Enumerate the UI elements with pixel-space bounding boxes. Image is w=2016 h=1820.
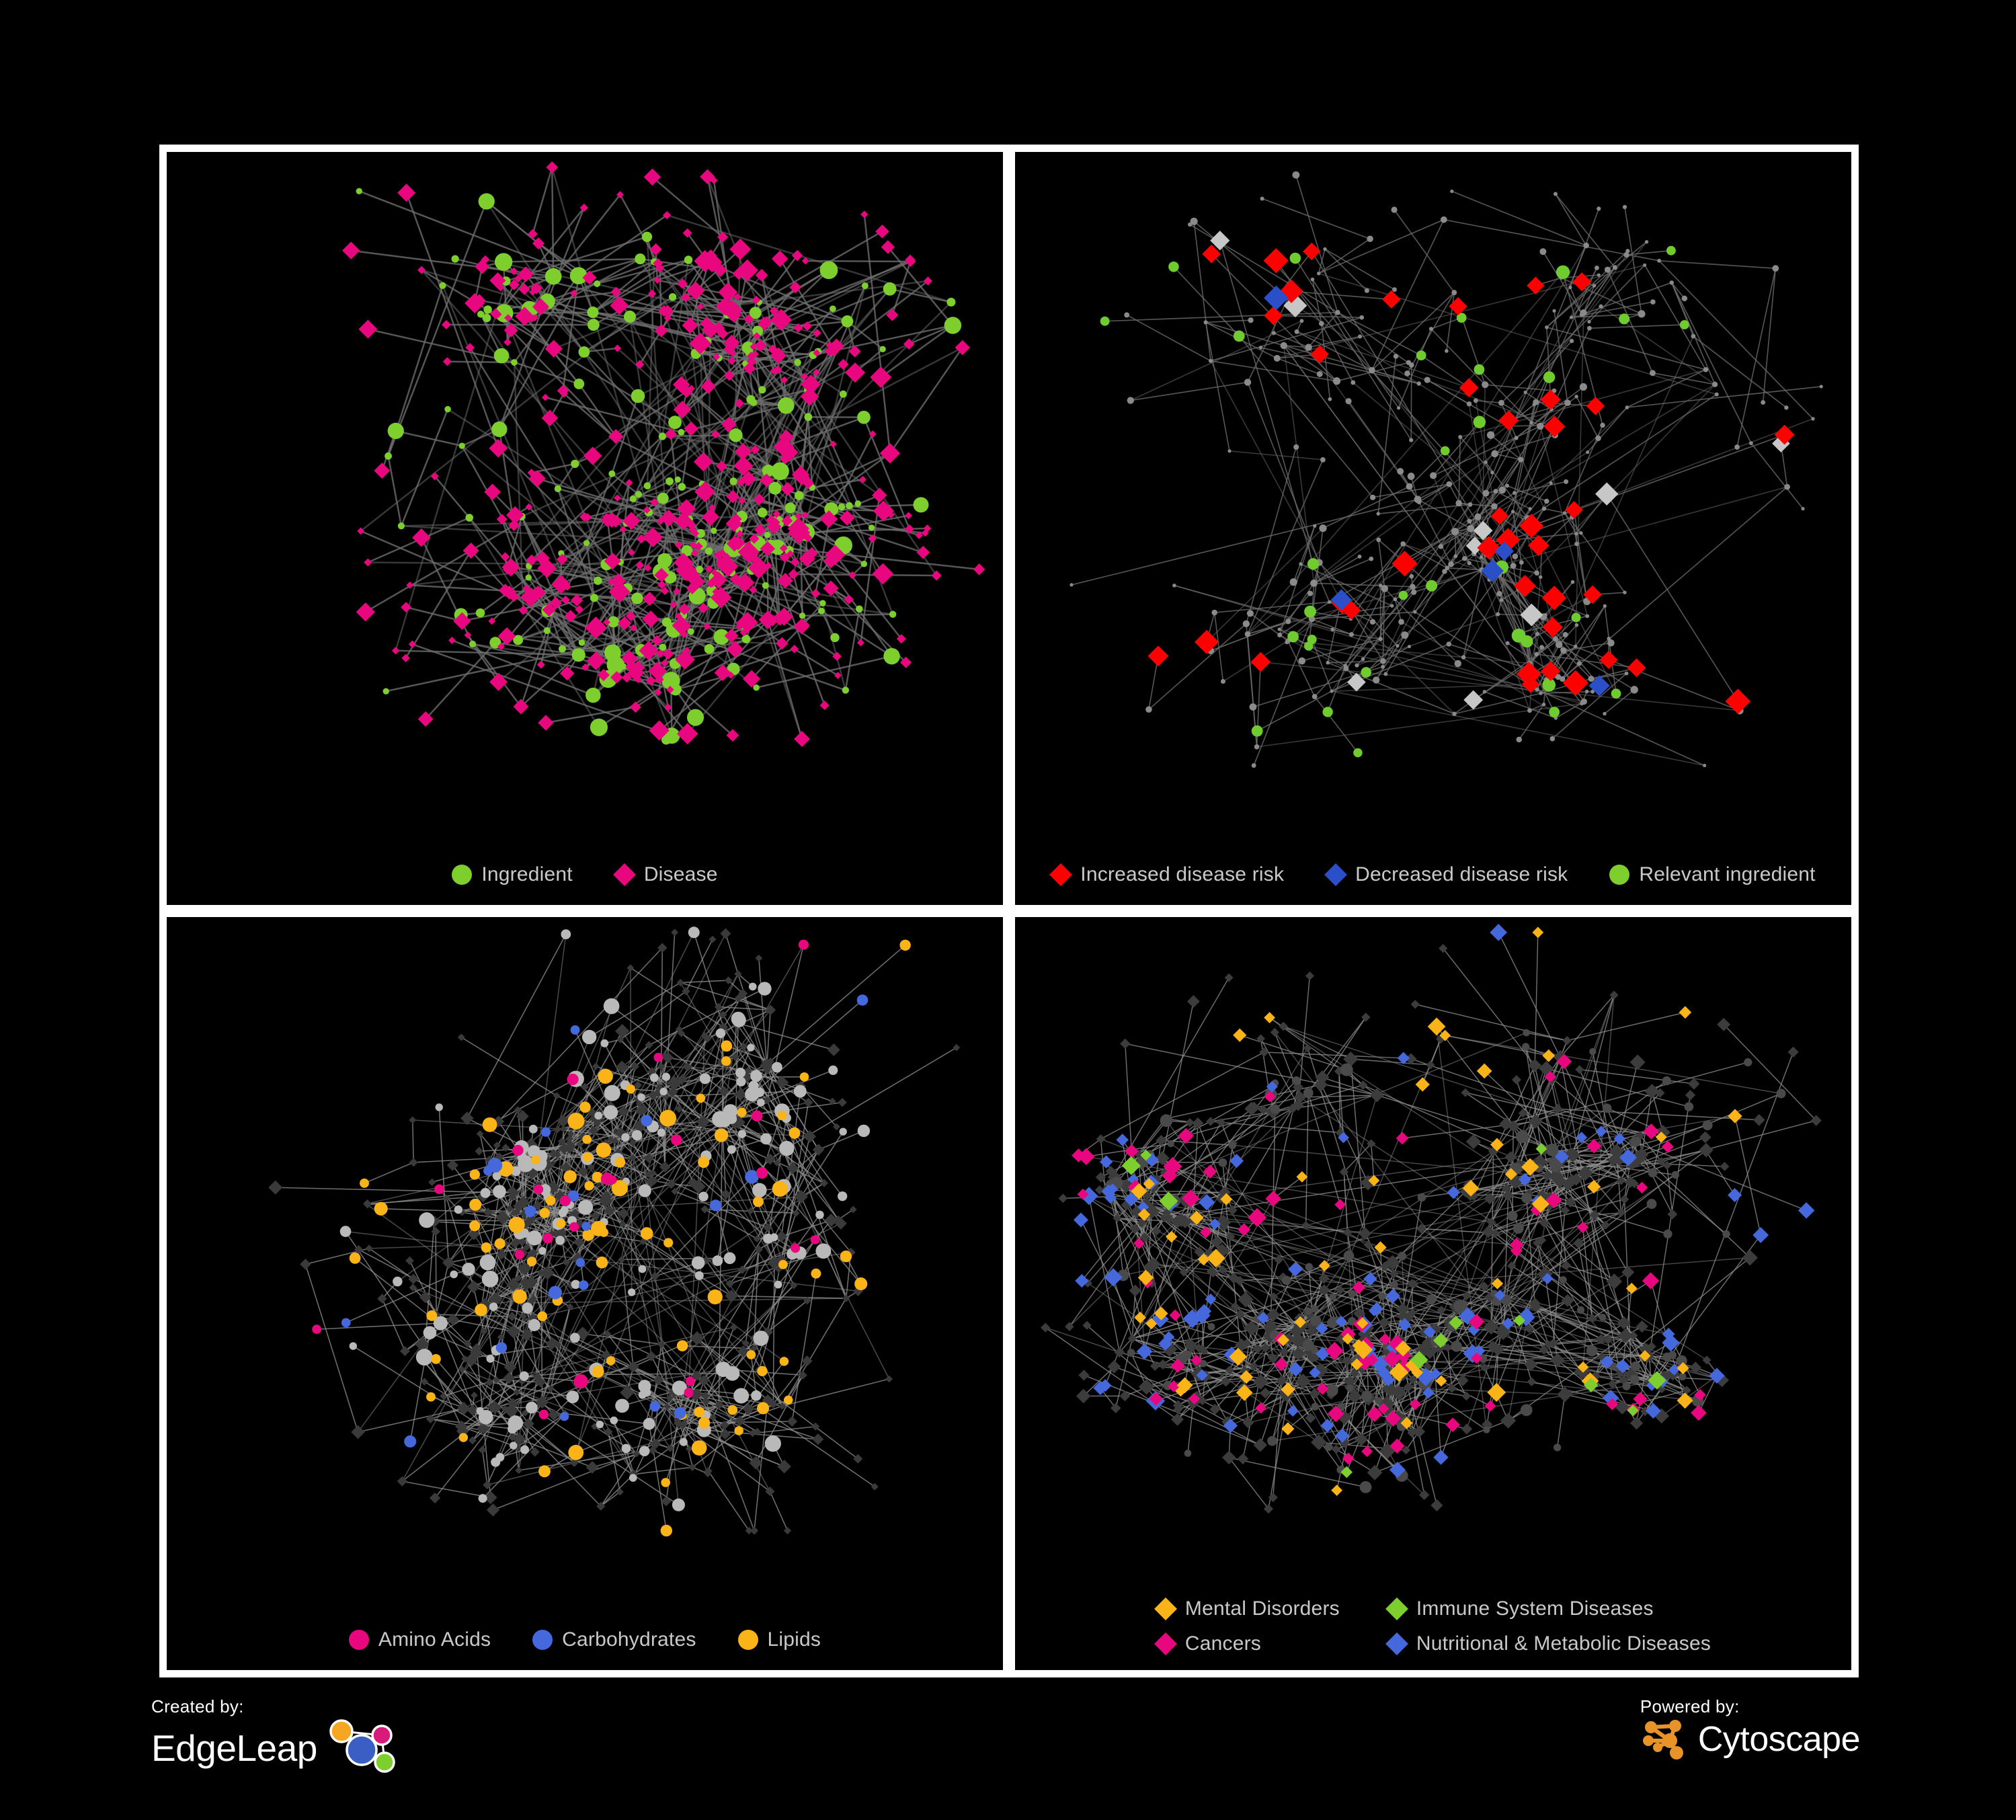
edgeleap-logo-row: EdgeLeap: [151, 1718, 403, 1778]
panel-disease-classes[interactable]: Mental Disorders Immune System Diseases …: [1015, 917, 1851, 1670]
edgeleap-graph-icon: [329, 1719, 395, 1773]
powered-by-kicker: Powered by:: [1640, 1696, 1740, 1716]
footer: Created by: EdgeLeap Powered by:: [151, 1681, 1861, 1805]
panel-ingredient-disease[interactable]: Ingredient Disease: [167, 152, 1003, 905]
edgeleap-wordmark: EdgeLeap: [151, 1727, 317, 1769]
panel-ingredient-classes[interactable]: Amino Acids Carbohydrates Lipids: [167, 917, 1003, 1670]
cytoscape-graph-icon: [1642, 1720, 1683, 1759]
created-by-kicker: Created by:: [151, 1696, 244, 1716]
created-by-brand: Created by: EdgeLeap: [151, 1698, 403, 1778]
network-canvas-3: [268, 926, 961, 1537]
panel-disease-risk[interactable]: Increased disease risk Decreased disease…: [1015, 152, 1851, 905]
network-canvas-2: [1070, 171, 1823, 768]
network-canvas-4: [1041, 923, 1822, 1514]
network-canvas-1: [342, 161, 985, 748]
figure-container: Ingredient Disease Increased disease ris…: [159, 145, 1859, 1677]
cytoscape-wordmark: Cytoscape: [1697, 1720, 1861, 1759]
cytoscape-logo-row: Cytoscape: [1640, 1718, 1861, 1761]
powered-by-brand: Powered by: Cytoscape: [1640, 1696, 1861, 1761]
panel-grid: Ingredient Disease Increased disease ris…: [159, 145, 1859, 1677]
